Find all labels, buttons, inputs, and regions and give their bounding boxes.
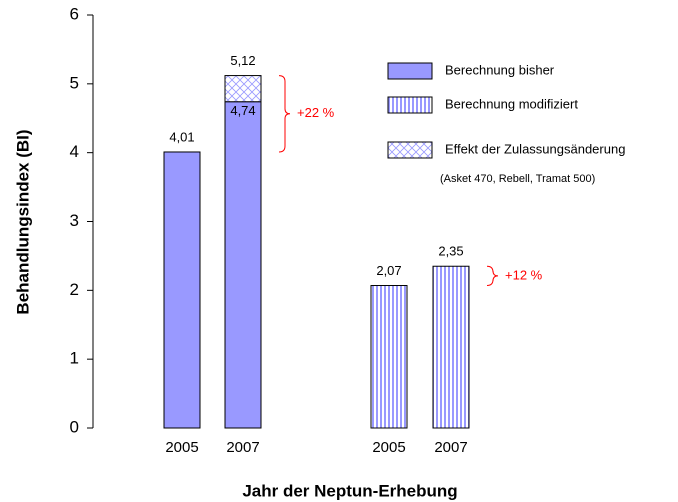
value-label: 4,01 — [169, 129, 194, 144]
bar — [370, 285, 408, 429]
brace — [278, 75, 291, 153]
legend-label: Berechnung modifiziert — [445, 96, 578, 111]
legend-label: Berechnung bisher — [445, 62, 555, 77]
y-tick-label: 4 — [70, 142, 79, 161]
y-tick-label: 6 — [70, 4, 79, 23]
y-tick-label: 3 — [70, 211, 79, 230]
value-label: 2,07 — [376, 263, 401, 278]
y-tick-label: 1 — [70, 349, 79, 368]
x-tick-label: 2007 — [434, 439, 467, 456]
total-label: 5,12 — [230, 53, 255, 68]
y-tick-label: 2 — [70, 280, 79, 299]
y-tick-label: 5 — [70, 73, 79, 92]
y-axis-title: Behandlungsindex (BI) — [13, 129, 32, 314]
legend-note: (Asket 470, Rebell, Tramat 500) — [440, 173, 595, 185]
x-tick-label: 2005 — [165, 439, 198, 456]
legend-label: Effekt der Zulassungsänderung — [445, 141, 625, 156]
x-tick-label: 2007 — [226, 439, 259, 456]
value-label: 4,74 — [230, 103, 255, 118]
value-label: 2,35 — [438, 244, 463, 259]
legend-swatch — [387, 141, 433, 159]
annotation: +22 % — [297, 105, 335, 120]
brace — [486, 265, 499, 287]
bar — [163, 151, 201, 429]
legend-swatch — [387, 62, 433, 80]
bar — [432, 265, 470, 429]
annotation: +12 % — [505, 267, 543, 282]
bar — [224, 101, 262, 429]
x-tick-label: 2005 — [372, 439, 405, 456]
y-tick-label: 0 — [70, 417, 79, 436]
x-axis-title: Jahr der Neptun-Erhebung — [242, 481, 457, 500]
bar — [224, 75, 262, 103]
legend-swatch — [387, 96, 433, 114]
